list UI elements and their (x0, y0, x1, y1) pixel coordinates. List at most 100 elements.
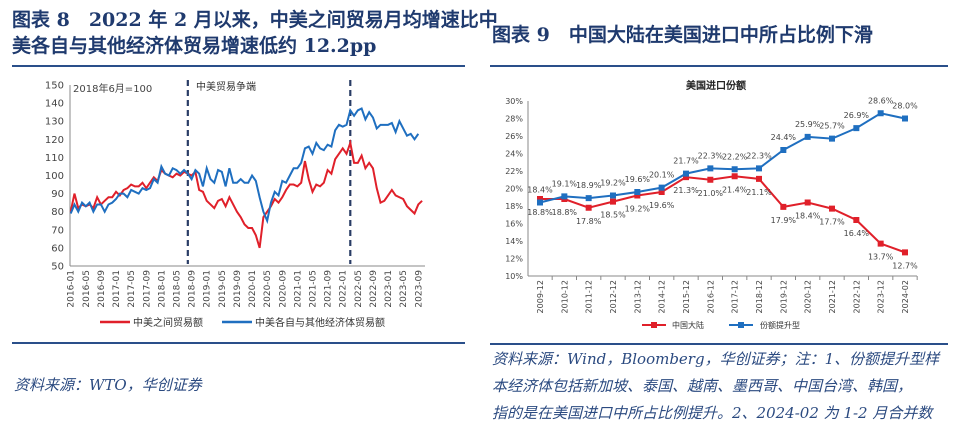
x-tick-label: 2009-12 (536, 280, 545, 313)
y-tick-label: 120 (45, 135, 64, 146)
data-marker (683, 170, 689, 177)
data-label: 28.0% (892, 102, 918, 111)
data-label: 25.7% (819, 122, 845, 131)
data-label: 19.6% (625, 175, 651, 184)
x-tick-label: 2020-01 (248, 270, 258, 308)
data-marker (658, 184, 665, 191)
series-line-2 (539, 112, 906, 204)
data-label: 21.4% (722, 185, 748, 194)
y-tick-label: 130 (45, 117, 64, 128)
data-marker (780, 203, 787, 210)
data-label: 18.4% (527, 186, 553, 195)
data-marker (877, 110, 884, 117)
y-tick-label: 14% (505, 237, 523, 246)
x-tick-label: 2018-12 (755, 280, 764, 313)
x-tick-label: 2019-05 (218, 270, 228, 308)
right-source-line3: 指的是在美国进口中所占比例提升。2、2024-02 为 1-2 月合并数 (492, 404, 933, 422)
x-tick-label: 2014-12 (658, 280, 667, 313)
data-marker (731, 166, 738, 173)
data-marker (585, 204, 592, 211)
y-tick-label: 30% (505, 97, 523, 106)
x-tick-label: 2022-09 (369, 270, 379, 308)
y-tick-label: 70 (51, 225, 64, 236)
data-label: 19.6% (649, 201, 675, 210)
data-label: 21.3% (673, 186, 699, 195)
x-tick-label: 2013-12 (633, 280, 642, 313)
x-tick-label: 2023-09 (414, 270, 424, 308)
data-label: 22.3% (698, 151, 724, 160)
right-source-line1: 资料来源：Wind，Bloomberg，华创证券；注：1、份额提升型样 (492, 350, 940, 368)
data-label: 18.8% (527, 208, 553, 217)
data-marker (902, 249, 908, 256)
data-label: 20.1% (649, 171, 675, 180)
x-tick-label: 2023-12 (877, 280, 886, 313)
x-tick-label: 2021-01 (293, 270, 303, 308)
data-label: 21.7% (673, 157, 699, 166)
x-tick-label: 2021-09 (324, 270, 334, 308)
series-line-1 (69, 139, 423, 249)
data-label: 19.2% (600, 179, 626, 188)
y-tick-label: 12% (505, 255, 523, 264)
x-tick-label: 2019-01 (203, 270, 213, 308)
data-label: 18.9% (576, 181, 602, 190)
left-chart: 50 60 70 80 90 100 110 120 130 140 150 2016-01 2016-… (45, 80, 425, 329)
y-tick-label: 20% (505, 185, 523, 194)
x-tick-label: 2018-05 (172, 270, 182, 308)
left-source: 资料来源：WTO，华创证券 (14, 376, 202, 394)
chart-title: 美国进口份额 (686, 79, 746, 92)
data-label: 16.4% (844, 229, 870, 238)
data-label: 17.9% (771, 216, 797, 225)
x-tick-label: 2023-05 (399, 270, 409, 308)
y-tick-label: 80 (51, 207, 64, 218)
legend-label: 中美各自与其他经济体贸易额 (255, 316, 385, 329)
data-label: 25.9% (795, 120, 821, 129)
data-marker (756, 175, 762, 182)
base-annotation: 2018年6月=100 (73, 82, 152, 95)
x-tick-label: 2022-12 (852, 280, 861, 313)
x-tick-label: 2021-05 (309, 270, 319, 308)
y-tick-label: 26% (505, 132, 523, 141)
data-marker (902, 115, 908, 122)
legend-label: 份额提升型 (760, 320, 800, 330)
y-tick-label: 140 (45, 99, 64, 110)
data-marker (853, 125, 860, 132)
left-source-rule (12, 342, 465, 344)
data-marker (707, 176, 714, 183)
y-tick-label: 10% (505, 272, 523, 281)
x-tick-label: 2017-09 (142, 270, 152, 308)
data-marker (585, 195, 592, 202)
y-tick-label: 110 (45, 153, 64, 164)
x-tick-label: 2021-12 (828, 280, 837, 313)
x-tick-label: 2018-01 (157, 270, 167, 308)
data-marker (756, 165, 762, 172)
data-label: 26.9% (844, 111, 870, 120)
x-tick-label: 2016-05 (82, 270, 92, 308)
legend-label: 中美之间贸易额 (133, 316, 203, 329)
data-marker (683, 174, 689, 181)
data-marker (658, 189, 665, 195)
data-marker (829, 205, 835, 212)
y-tick-label: 50 (51, 262, 64, 273)
data-label: 24.4% (771, 133, 797, 142)
x-tick-label: 2012-12 (609, 280, 618, 313)
x-tick-label: 2016-12 (706, 280, 715, 313)
x-tick-label: 2022-05 (354, 270, 364, 308)
series-line-1 (540, 175, 906, 254)
x-tick-label: 2024-02 (901, 280, 910, 313)
x-tick-label: 2016-01 (67, 270, 77, 308)
data-marker (877, 240, 884, 247)
data-label: 17.8% (576, 217, 602, 226)
right-source-line2: 本经济体包括新加坡、泰国、越南、墨西哥、中国台湾、韩国， (492, 377, 913, 395)
data-marker (804, 199, 811, 206)
data-marker (829, 135, 835, 142)
data-marker (634, 189, 641, 195)
right-title-rule (490, 65, 948, 67)
data-label: 22.2% (722, 152, 748, 161)
y-tick-label: 150 (45, 81, 64, 92)
data-marker (853, 217, 860, 223)
x-tick-label: 2020-05 (263, 270, 273, 308)
y-tick-label: 22% (505, 167, 523, 176)
data-marker (537, 196, 543, 202)
x-tick-label: 2011-12 (585, 280, 594, 313)
y-tick-label: 100 (45, 171, 64, 182)
